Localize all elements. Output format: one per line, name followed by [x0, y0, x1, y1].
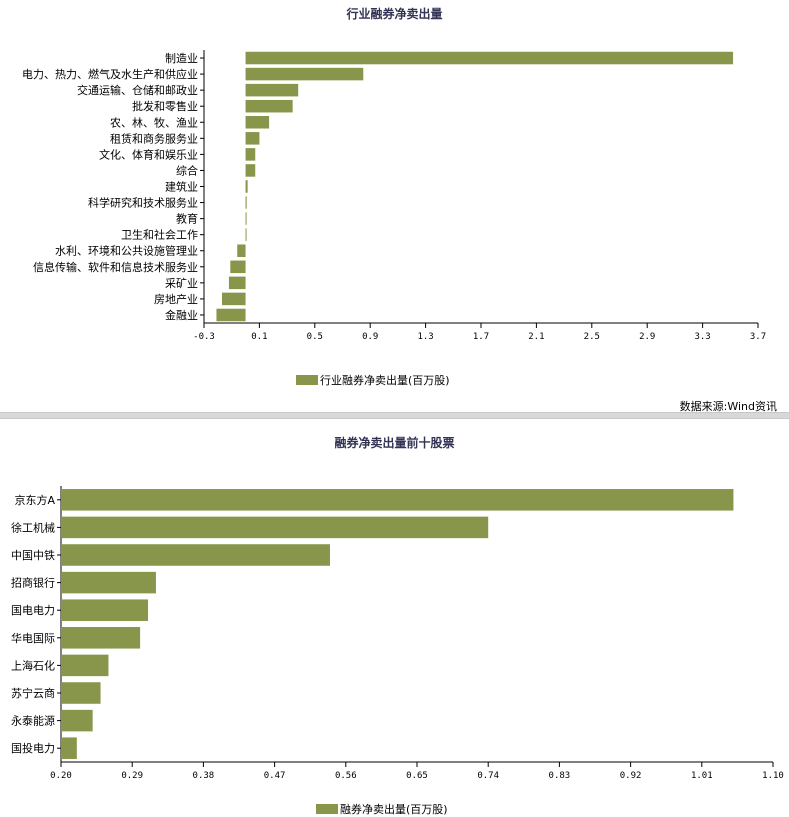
chart2-x-tick-label: 0.38 [193, 771, 215, 781]
chart2-category-label: 上海石化 [11, 658, 55, 672]
chart2-x-tick-label: 0.65 [406, 771, 428, 781]
chart1-category-label: 信息传输、软件和信息技术服务业 [33, 260, 198, 274]
chart1-x-tick-label: 0.9 [362, 332, 378, 342]
chart1-category-label: 交通运输、仓储和邮政业 [77, 83, 198, 97]
chart1-bar [245, 99, 293, 113]
chart2-bar [61, 544, 330, 566]
source-note: 数据来源:Wind资讯 [679, 400, 777, 413]
chart1-category-label: 制造业 [165, 51, 198, 65]
chart1-x-tick-label: 2.1 [528, 332, 544, 342]
chart1-bar [230, 260, 246, 274]
chart2-category-label: 招商银行 [11, 576, 55, 590]
chart-separator [0, 412, 789, 419]
chart1-bar [228, 276, 246, 290]
chart2-legend-swatch [316, 804, 338, 814]
chart2-category-label: 中国中铁 [11, 549, 55, 562]
chart1-category-label: 卫生和社会工作 [121, 228, 198, 242]
chart2-x-tick-label: 0.47 [264, 771, 286, 781]
chart1-legend: 行业融券净卖出量(百万股) [296, 372, 450, 388]
chart2-bar [61, 489, 734, 511]
chart2-bar [61, 571, 156, 594]
chart2-x-tick-label: 0.29 [121, 771, 143, 781]
chart1-bar [245, 83, 299, 97]
chart1-category-label: 水利、环境和公共设施管理业 [55, 244, 198, 258]
chart2-x-tick-label: 0.83 [549, 771, 571, 781]
chart1-category-label: 房地产业 [154, 292, 198, 306]
chart1-title: 行业融券净卖出量 [346, 7, 443, 21]
chart1-category-label: 批发和零售业 [132, 99, 198, 113]
chart1-bar [245, 116, 270, 129]
chart1-x-tick-label: 1.3 [417, 332, 433, 342]
chart1-plot: -0.3 0.1 0.5 0.9 1.3 1.7 2.1 2.5 2.9 3.3 3.7 制造业电力、… [22, 50, 766, 342]
chart1-x-tick-label: 2.9 [639, 332, 655, 342]
chart2-title: 融券净卖出量前十股票 [334, 436, 455, 450]
chart2-category-label: 国电电力 [11, 604, 55, 617]
chart1-bar [237, 244, 246, 257]
chart1-x-tick-label: -0.3 [193, 332, 215, 342]
chart1-category-label: 金融业 [165, 308, 198, 322]
chart1-category-label: 教育 [176, 212, 198, 226]
chart1-legend-label: 行业融券净卖出量(百万股) [320, 374, 450, 387]
chart2-x-tick-label: 0.56 [335, 771, 357, 781]
chart1-category-label: 电力、热力、燃气及水生产和供应业 [22, 67, 198, 81]
chart2-bar [61, 654, 109, 677]
chart1-bar [222, 292, 246, 306]
chart2-category-label: 京东方A [14, 493, 55, 507]
chart1-bar [216, 308, 246, 322]
chart2-category-label: 国投电力 [11, 741, 55, 755]
chart1-category-label: 科学研究和技术服务业 [88, 196, 198, 210]
chart1-category-label: 采矿业 [165, 277, 198, 290]
chart2-bar [61, 737, 77, 759]
chart1-bar [245, 148, 256, 161]
chart1-bar [245, 196, 247, 209]
chart2-x-tick-label: 0.20 [50, 771, 72, 781]
chart2-legend: 融券净卖出量(百万股) [316, 801, 448, 817]
chart2-x-tick-label: 0.74 [477, 771, 499, 781]
chart1-x-tick-label: 3.7 [750, 332, 766, 342]
chart2-x-tick-label: 1.01 [691, 771, 713, 781]
chart1-category-label: 建筑业 [165, 180, 198, 194]
chart1-category-label: 综合 [176, 163, 198, 177]
chart1-bar [245, 228, 247, 241]
chart2-category-label: 苏宁云商 [11, 686, 55, 700]
chart1-x-tick-label: 0.1 [251, 332, 267, 342]
chart2-category-label: 徐工机械 [11, 520, 55, 534]
chart2-category-label: 永泰能源 [11, 714, 55, 728]
chart1-bar [245, 164, 256, 177]
chart1-x-tick-label: 2.5 [584, 332, 600, 342]
chart1-legend-swatch [296, 375, 318, 385]
chart1-bar [245, 180, 248, 193]
chart2-bar [61, 599, 149, 621]
chart1-category-label: 租赁和商务服务业 [110, 131, 198, 145]
chart1-bar [245, 132, 260, 145]
chart2-category-label: 华电国际 [11, 631, 55, 645]
chart1-x-tick-label: 1.7 [473, 332, 489, 342]
chart2-x-tick-label: 0.92 [620, 771, 642, 781]
chart2-bar [61, 627, 141, 649]
chart1-x-tick-label: 3.3 [694, 332, 710, 342]
chart2-bar [61, 709, 93, 732]
chart1-bar [245, 51, 734, 65]
chart1-category-label: 农、林、牧、渔业 [110, 115, 198, 129]
chart1-bar [245, 212, 247, 225]
chart2-bar [61, 516, 489, 539]
chart1-category-label: 文化、体育和娱乐业 [99, 147, 198, 161]
chart2-legend-label: 融券净卖出量(百万股) [340, 803, 448, 816]
chart2-bar [61, 682, 101, 704]
chart1-bar [245, 67, 364, 81]
chart2-x-tick-label: 1.10 [762, 771, 784, 781]
chart1-x-tick-label: 0.5 [307, 332, 323, 342]
